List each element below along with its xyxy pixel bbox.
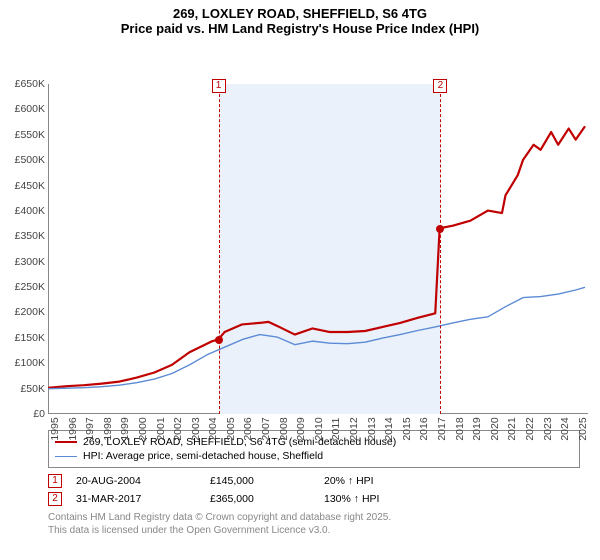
y-tick-label: £350K: [15, 230, 45, 242]
y-tick-label: £400K: [15, 205, 45, 217]
event-date: 31-MAR-2017: [76, 493, 196, 505]
event-date: 20-AUG-2004: [76, 475, 196, 487]
x-tick-label: 2002: [172, 417, 184, 440]
footer-line-1: Contains HM Land Registry data © Crown c…: [48, 512, 580, 525]
chart-title: 269, LOXLEY ROAD, SHEFFIELD, S6 4TG Pric…: [0, 0, 600, 36]
x-tick-label: 1997: [84, 417, 96, 440]
legend-swatch: [55, 441, 77, 443]
x-tick-label: 2015: [401, 417, 413, 440]
x-tick-label: 2004: [207, 417, 219, 440]
y-tick-label: £250K: [15, 281, 45, 293]
event-vline: [219, 84, 220, 414]
price-events: 1 20-AUG-2004 £145,000 20% ↑ HPI 2 31-MAR-201…: [48, 472, 580, 508]
y-tick-label: £600K: [15, 103, 45, 115]
x-tick-label: 2013: [366, 417, 378, 440]
x-tick-label: 2019: [471, 417, 483, 440]
series-hpi: [49, 287, 584, 388]
event-price: £145,000: [210, 475, 310, 487]
chart-area: £0 £50K £100K £150K £200K £250K £300K £350K £400…: [0, 36, 600, 426]
legend-label: HPI: Average price, semi-detached house,…: [83, 450, 323, 462]
event-hpi: 20% ↑ HPI: [324, 475, 444, 487]
x-tick-label: 2011: [330, 418, 342, 441]
x-tick-label: 2016: [418, 417, 430, 440]
x-tick-label: 2012: [348, 417, 360, 440]
y-tick-label: £100K: [15, 357, 45, 369]
x-tick-label: 1996: [67, 417, 79, 440]
x-tick-label: 2001: [155, 417, 167, 440]
title-line-2: Price paid vs. HM Land Registry's House …: [0, 21, 600, 36]
event-row: 1 20-AUG-2004 £145,000 20% ↑ HPI: [48, 472, 580, 490]
plot-area: £0£50K£100K£150K£200K£250K£300K£350K£400…: [48, 84, 588, 414]
event-marker-box: 2: [433, 79, 447, 93]
legend-row: HPI: Average price, semi-detached house,…: [55, 449, 573, 463]
x-tick-label: 2025: [577, 417, 589, 440]
y-tick-label: £450K: [15, 180, 45, 192]
y-tick-label: £50K: [20, 383, 45, 395]
event-hpi: 130% ↑ HPI: [324, 493, 444, 505]
legend-swatch: [55, 456, 77, 457]
x-tick-label: 2014: [383, 417, 395, 440]
x-tick-label: 2020: [489, 417, 501, 440]
event-point-dot: [436, 225, 444, 233]
series-price_paid: [49, 127, 584, 388]
x-tick-label: 2021: [506, 417, 518, 440]
x-tick-label: 1998: [102, 417, 114, 440]
x-tick-label: 2009: [295, 417, 307, 440]
y-tick-label: £200K: [15, 306, 45, 318]
y-tick-label: £300K: [15, 256, 45, 268]
event-marker: 2: [48, 492, 62, 506]
y-tick-label: £550K: [15, 129, 45, 141]
y-tick-label: £150K: [15, 332, 45, 344]
x-tick-label: 2007: [260, 417, 272, 440]
series-svg: [49, 84, 588, 413]
y-tick-label: £0: [33, 408, 45, 420]
event-marker-box: 1: [212, 79, 226, 93]
y-tick-label: £650K: [15, 78, 45, 90]
x-tick-label: 2022: [524, 417, 536, 440]
x-tick-label: 2006: [242, 417, 254, 440]
x-tick-label: 2018: [454, 417, 466, 440]
x-tick-label: 1999: [119, 417, 131, 440]
x-tick-label: 2010: [313, 417, 325, 440]
footer-attribution: Contains HM Land Registry data © Crown c…: [48, 512, 580, 537]
x-tick-label: 2023: [542, 417, 554, 440]
y-tick-label: £500K: [15, 154, 45, 166]
x-tick-label: 2017: [436, 417, 448, 440]
event-point-dot: [215, 336, 223, 344]
x-tick-label: 2024: [559, 417, 571, 440]
x-tick-label: 2000: [137, 417, 149, 440]
event-marker: 1: [48, 474, 62, 488]
x-tick-label: 1995: [49, 417, 61, 440]
x-tick-label: 2003: [190, 417, 202, 440]
x-tick-label: 2008: [278, 417, 290, 440]
x-tick-label: 2005: [225, 417, 237, 440]
event-vline: [440, 84, 441, 414]
title-line-1: 269, LOXLEY ROAD, SHEFFIELD, S6 4TG: [0, 6, 600, 21]
event-price: £365,000: [210, 493, 310, 505]
event-row: 2 31-MAR-2017 £365,000 130% ↑ HPI: [48, 490, 580, 508]
footer-line-2: This data is licensed under the Open Gov…: [48, 525, 580, 538]
